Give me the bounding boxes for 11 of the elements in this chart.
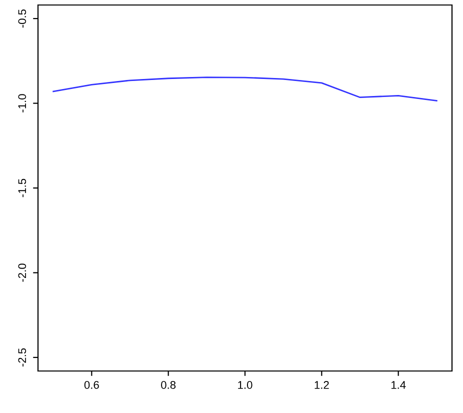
x-tick-label: 1.4	[391, 381, 406, 389]
y-tick-label: -2.5	[18, 348, 26, 367]
x-tick-label: 1.0	[238, 381, 252, 389]
x-tick-label: 0.6	[84, 381, 99, 389]
y-tick-label: -0.5	[18, 9, 26, 28]
y-tick-label: -1.0	[18, 94, 26, 112]
y-tick-label: -2.0	[18, 264, 26, 282]
x-tick-label: 0.8	[161, 381, 176, 389]
line-series	[52, 76, 438, 102]
x-tick-label: 1.2	[314, 381, 329, 389]
y-tick-label: -1.5	[18, 178, 26, 198]
